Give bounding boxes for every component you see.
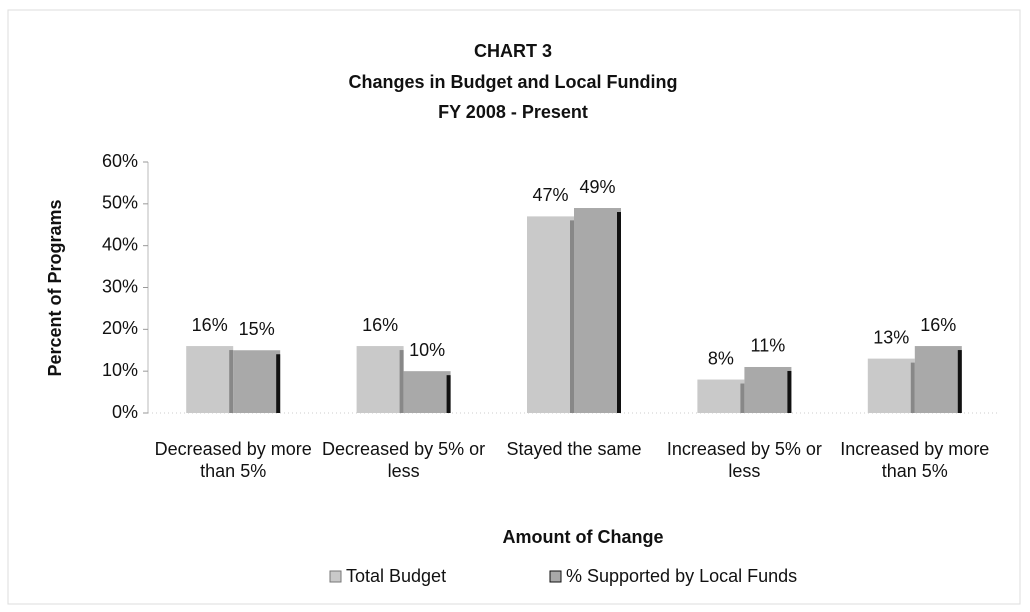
data-label: 47%: [532, 185, 568, 205]
legend-swatch: [329, 570, 342, 583]
bar-side: [276, 354, 281, 413]
bar: [744, 366, 792, 413]
data-label: 49%: [579, 177, 615, 197]
y-tick-label: 30%: [102, 276, 138, 296]
y-axis-label: Percent of Programs: [45, 199, 65, 376]
bar-side: [570, 220, 574, 413]
bar: [233, 350, 281, 413]
data-label: 16%: [192, 315, 228, 335]
data-label: 15%: [239, 319, 275, 339]
bar-side: [446, 375, 451, 413]
x-axis-label: Amount of Change: [503, 527, 664, 547]
data-label: 10%: [409, 340, 445, 360]
x-tick-label: Increased by more than 5%: [840, 439, 990, 481]
y-tick-label: 40%: [102, 234, 138, 254]
legend-label: Total Budget: [346, 566, 446, 586]
chart-title: Changes in Budget and Local Funding: [349, 72, 678, 92]
chart-frame: [7, 9, 1021, 605]
y-tick-label: 20%: [102, 318, 138, 338]
legend-swatch: [549, 570, 562, 583]
chart-title: FY 2008 - Present: [438, 102, 588, 122]
bar-side: [957, 350, 962, 413]
bar: [574, 208, 621, 413]
bar-side: [787, 370, 792, 413]
bar: [527, 216, 574, 413]
legend-label: % Supported by Local Funds: [566, 566, 797, 586]
data-label: 13%: [873, 327, 909, 347]
bar: [697, 379, 745, 413]
x-tick-label: Increased by 5% or less: [666, 439, 822, 481]
data-label: 16%: [920, 315, 956, 335]
y-tick-label: 10%: [102, 360, 138, 380]
bar: [186, 346, 234, 413]
bar-side: [910, 362, 915, 413]
bar: [403, 371, 451, 413]
bar-side: [399, 350, 404, 413]
bar-side: [229, 350, 234, 413]
data-label: 16%: [362, 315, 398, 335]
bar-side: [740, 383, 745, 413]
bar: [356, 346, 404, 413]
x-tick-label: Decreased by more than 5%: [154, 439, 312, 481]
x-tick-label: Decreased by 5% or less: [322, 439, 486, 481]
y-tick-label: 0%: [112, 402, 138, 422]
bar-side: [617, 212, 621, 413]
bar: [867, 358, 915, 413]
data-label: 11%: [751, 336, 786, 356]
data-label: 8%: [708, 348, 734, 368]
y-tick-label: 50%: [102, 193, 138, 213]
chart-title: CHART 3: [474, 41, 552, 61]
bar: [914, 346, 962, 413]
y-tick-label: 60%: [102, 151, 138, 171]
x-tick-label: Stayed the same: [506, 439, 642, 459]
